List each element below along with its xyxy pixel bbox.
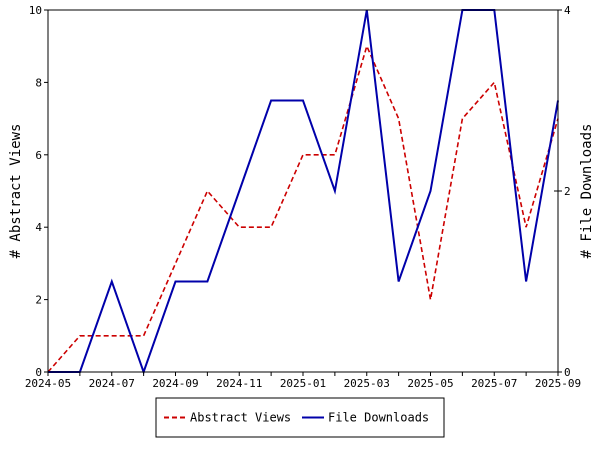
y-axis-right-title: # File Downloads bbox=[579, 124, 595, 259]
series-line-1 bbox=[48, 9, 559, 376]
legend-label: File Downloads bbox=[328, 411, 429, 425]
legend: Abstract Views File Downloads bbox=[155, 397, 445, 438]
y-right-tick-label: 4 bbox=[564, 4, 571, 17]
y-left-tick-label: 10 bbox=[29, 4, 42, 17]
x-axis-ticks: 2024-05 2024-07 2024-09 2024-11 2025-01 2025-… bbox=[25, 372, 581, 390]
y-left-tick-label: 4 bbox=[35, 221, 42, 234]
series-line-0 bbox=[47, 43, 559, 373]
legend-label: Abstract Views bbox=[190, 411, 291, 425]
x-tick-label: 2025-03 bbox=[344, 377, 390, 390]
legend-box bbox=[155, 397, 445, 438]
y-axis-left-title: # Abstract Views bbox=[8, 124, 24, 259]
x-tick-label: 2024-07 bbox=[89, 377, 135, 390]
y-axis-left-ticks: 0 2 4 6 8 10 bbox=[29, 4, 48, 379]
y-left-tick-label: 2 bbox=[35, 294, 42, 307]
x-tick-label: 2025-09 bbox=[535, 377, 581, 390]
y-left-tick-label: 6 bbox=[35, 149, 42, 162]
y-right-tick-label: 2 bbox=[564, 185, 571, 198]
x-tick-label: 2025-01 bbox=[280, 377, 326, 390]
x-tick-label: 2024-09 bbox=[152, 377, 198, 390]
y-axis-right-ticks: 0 2 4 bbox=[554, 4, 571, 379]
x-tick-label: 2025-07 bbox=[471, 377, 517, 390]
y-left-tick-label: 0 bbox=[35, 366, 42, 379]
x-tick-label: 2024-05 bbox=[25, 377, 71, 390]
chart-marks bbox=[47, 9, 559, 376]
x-tick-label: 2024-11 bbox=[216, 377, 262, 390]
y-left-tick-label: 8 bbox=[35, 76, 42, 89]
x-tick-label: 2025-05 bbox=[407, 377, 453, 390]
y-right-tick-label: 0 bbox=[564, 366, 571, 379]
